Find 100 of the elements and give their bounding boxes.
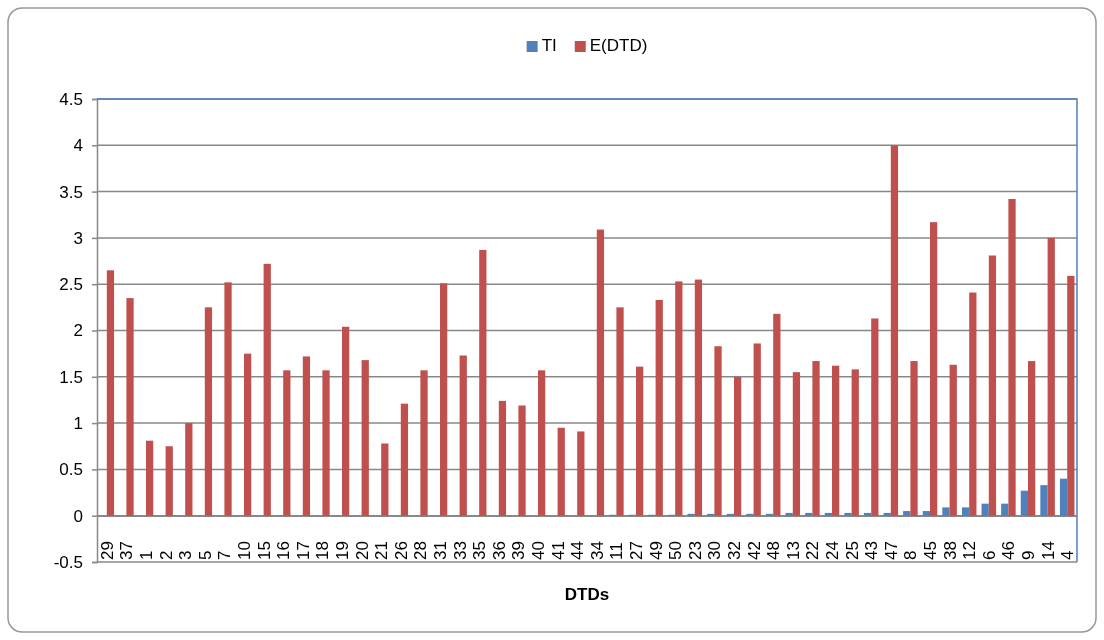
- x-tick-label: 15: [254, 541, 274, 560]
- x-tick-label: 47: [881, 541, 901, 560]
- bar: [981, 503, 989, 516]
- bar: [420, 370, 428, 516]
- bar: [792, 372, 801, 516]
- x-tick-label: 30: [705, 541, 725, 560]
- x-tick-label: 5: [195, 550, 215, 560]
- x-tick-label: 13: [783, 541, 803, 560]
- x-tick-label: 3: [176, 550, 196, 560]
- y-tick-label: -0.5: [53, 552, 83, 572]
- x-tick-label: 4: [1058, 550, 1078, 560]
- bar: [165, 446, 173, 516]
- bar: [883, 512, 891, 516]
- bar: [910, 361, 918, 516]
- y-tick-label: 4.5: [59, 89, 83, 109]
- bar: [1047, 237, 1055, 516]
- bar: [785, 512, 793, 516]
- bar: [824, 512, 832, 516]
- bar: [863, 512, 872, 516]
- bar: [322, 370, 330, 516]
- x-tick-label: 19: [332, 541, 352, 560]
- bar: [106, 270, 115, 516]
- x-tick-label: 49: [646, 541, 666, 560]
- x-tick-label: 41: [548, 541, 568, 560]
- x-tick-label: 26: [391, 541, 411, 560]
- bar: [871, 318, 879, 516]
- x-tick-label: 46: [999, 541, 1019, 560]
- x-tick-label: 38: [940, 541, 960, 560]
- bar: [1067, 275, 1075, 516]
- bar: [675, 281, 683, 516]
- x-tick-label: 48: [764, 541, 784, 560]
- bar: [459, 355, 467, 516]
- x-tick-label: 23: [685, 541, 705, 560]
- bar: [903, 511, 911, 516]
- x-tick-label: 18: [313, 541, 333, 560]
- x-tick-label: 50: [666, 541, 686, 560]
- bar: [1028, 361, 1036, 516]
- y-tick-label: 2: [73, 321, 83, 341]
- bar: [479, 249, 487, 516]
- x-tick-label: 34: [587, 541, 607, 560]
- x-tick-label: 24: [822, 541, 842, 560]
- x-tick-label: 20: [352, 541, 372, 560]
- y-tick-label: 3.5: [59, 182, 83, 202]
- x-tick-label: 8: [901, 550, 921, 560]
- x-tick-label: 16: [274, 541, 294, 560]
- bar: [714, 346, 722, 516]
- y-tick-label: 1.5: [59, 367, 83, 387]
- x-tick-label: 21: [372, 541, 392, 560]
- legend-label: E(DTD): [589, 36, 648, 55]
- bar: [949, 364, 957, 516]
- bar: [283, 370, 291, 516]
- bar: [773, 313, 781, 516]
- bar: [922, 511, 930, 516]
- x-tick-label: 43: [862, 541, 882, 560]
- bar: [694, 279, 703, 516]
- x-tick-label: 39: [509, 541, 529, 560]
- bar: [146, 440, 154, 516]
- bar: [616, 307, 624, 516]
- bar: [844, 512, 852, 516]
- bar: [518, 405, 526, 516]
- bar: [185, 423, 193, 516]
- bar: [577, 431, 585, 516]
- x-tick-label: 45: [920, 541, 940, 560]
- x-tick-label: 31: [430, 541, 450, 560]
- bar: [302, 356, 311, 516]
- x-tick-label: 32: [724, 541, 744, 560]
- bar: [126, 298, 134, 516]
- x-tick-label: 27: [626, 541, 646, 560]
- bar: [1040, 485, 1048, 516]
- bar: [1001, 503, 1009, 516]
- legend-label: TI: [541, 36, 557, 55]
- bar: [204, 307, 213, 516]
- bar: [596, 229, 605, 516]
- bar: [753, 343, 761, 516]
- bar: [812, 361, 820, 516]
- y-tick-label: 4: [73, 136, 83, 156]
- bar: [961, 507, 970, 516]
- bar: [263, 263, 271, 516]
- bar: [244, 353, 252, 516]
- x-tick-label: 17: [293, 541, 313, 560]
- x-tick-label: 7: [215, 550, 235, 560]
- x-tick-label: 44: [568, 541, 588, 560]
- x-tick-label: 40: [528, 541, 548, 560]
- bar: [734, 376, 742, 516]
- x-tick-label: 28: [411, 541, 431, 560]
- x-tick-label: 25: [842, 541, 862, 560]
- bar: [988, 255, 997, 516]
- bar: [969, 292, 977, 516]
- y-tick-label: 3: [73, 228, 83, 248]
- x-tick-label: 36: [489, 541, 509, 560]
- bar: [538, 370, 546, 516]
- y-tick-label: 1: [73, 414, 83, 434]
- bar: [1059, 478, 1068, 516]
- bar: [342, 326, 350, 516]
- bar: [805, 512, 813, 516]
- bar: [400, 403, 409, 516]
- bar: [498, 400, 507, 516]
- x-tick-label: 1: [136, 550, 156, 560]
- bar: [1008, 199, 1016, 516]
- x-tick-label: 37: [117, 541, 137, 560]
